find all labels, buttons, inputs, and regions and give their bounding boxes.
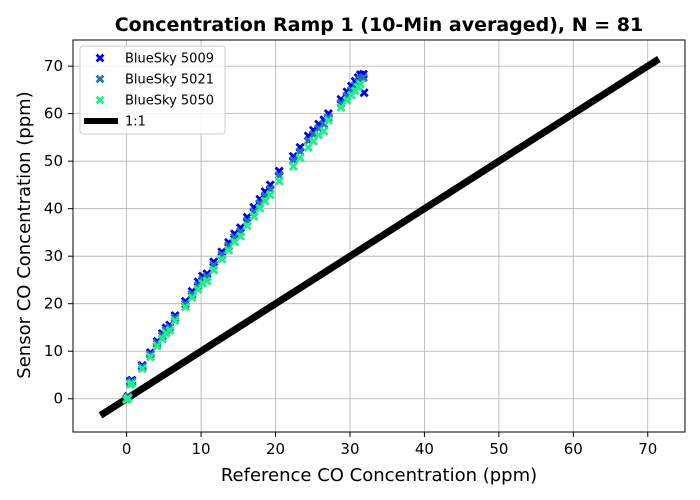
data-point [180,302,191,312]
plot-frame [72,39,686,433]
data-point [358,72,368,83]
y-axis-label: Sensor CO Concentration (ppm) [14,91,35,378]
data-point [127,378,137,389]
data-point [249,211,259,221]
y-tick-label: 50 [44,152,63,170]
data-point [265,190,275,200]
x-tick-label: 70 [638,440,657,458]
data-point [197,278,208,288]
grid [73,40,685,432]
data-point [295,153,305,163]
legend-label: BlueSky 5009 [125,52,214,67]
x-tick-label: 30 [340,440,359,458]
legend: BlueSky 5009 BlueSky 5021 BlueSky 5050 1:1 [79,45,226,135]
data-point [187,292,197,303]
data-point [145,349,156,360]
y-tick-label: 30 [44,247,63,265]
legend-box [79,45,226,135]
x-tick-label: 0 [122,440,132,458]
data-point [145,352,156,362]
x-tick-label: 50 [489,440,508,458]
legend-label: 1:1 [125,115,146,130]
data-point [152,341,162,351]
data-point [209,265,219,275]
data-point [137,364,147,374]
x-tick-label: 60 [564,440,583,458]
y-tick-label: 0 [53,390,63,408]
chart-title: Concentration Ramp 1 (10-Min averaged), … [115,14,644,36]
data-point [288,161,298,171]
x-axis-ticks: 0 10 20 30 40 50 60 70 [122,432,657,458]
y-tick-label: 40 [44,200,63,218]
x-tick-label: 20 [266,440,285,458]
reference-line-1to1 [98,56,661,419]
data-point [319,126,329,136]
data-point [255,203,265,213]
data-point [355,79,365,89]
legend-label: BlueSky 5050 [125,94,214,109]
data-point [274,176,284,186]
data-point [123,393,133,403]
x-tick-label: 40 [415,440,434,458]
data-point [242,221,252,231]
y-axis-ticks: 0 10 20 30 40 50 60 70 [44,57,73,408]
legend-label: BlueSky 5021 [125,73,214,88]
data-point [202,276,212,286]
y-tick-label: 60 [44,105,63,123]
legend-marker [95,53,105,63]
x-axis-label: Reference CO Concentration (ppm) [221,465,537,486]
y-tick-label: 20 [44,295,63,313]
data-point [336,102,346,113]
legend-marker [95,74,105,84]
data-point [170,316,180,326]
x-tick-label: 10 [192,440,211,458]
y-tick-label: 70 [44,57,63,75]
legend-marker [95,95,105,105]
data-point [235,231,246,241]
data-point [323,115,333,125]
data-point [165,325,175,335]
data-point [217,254,227,264]
y-tick-label: 10 [44,342,63,360]
data-point [224,245,234,255]
series-3 [122,79,365,405]
plot-area [98,56,661,419]
